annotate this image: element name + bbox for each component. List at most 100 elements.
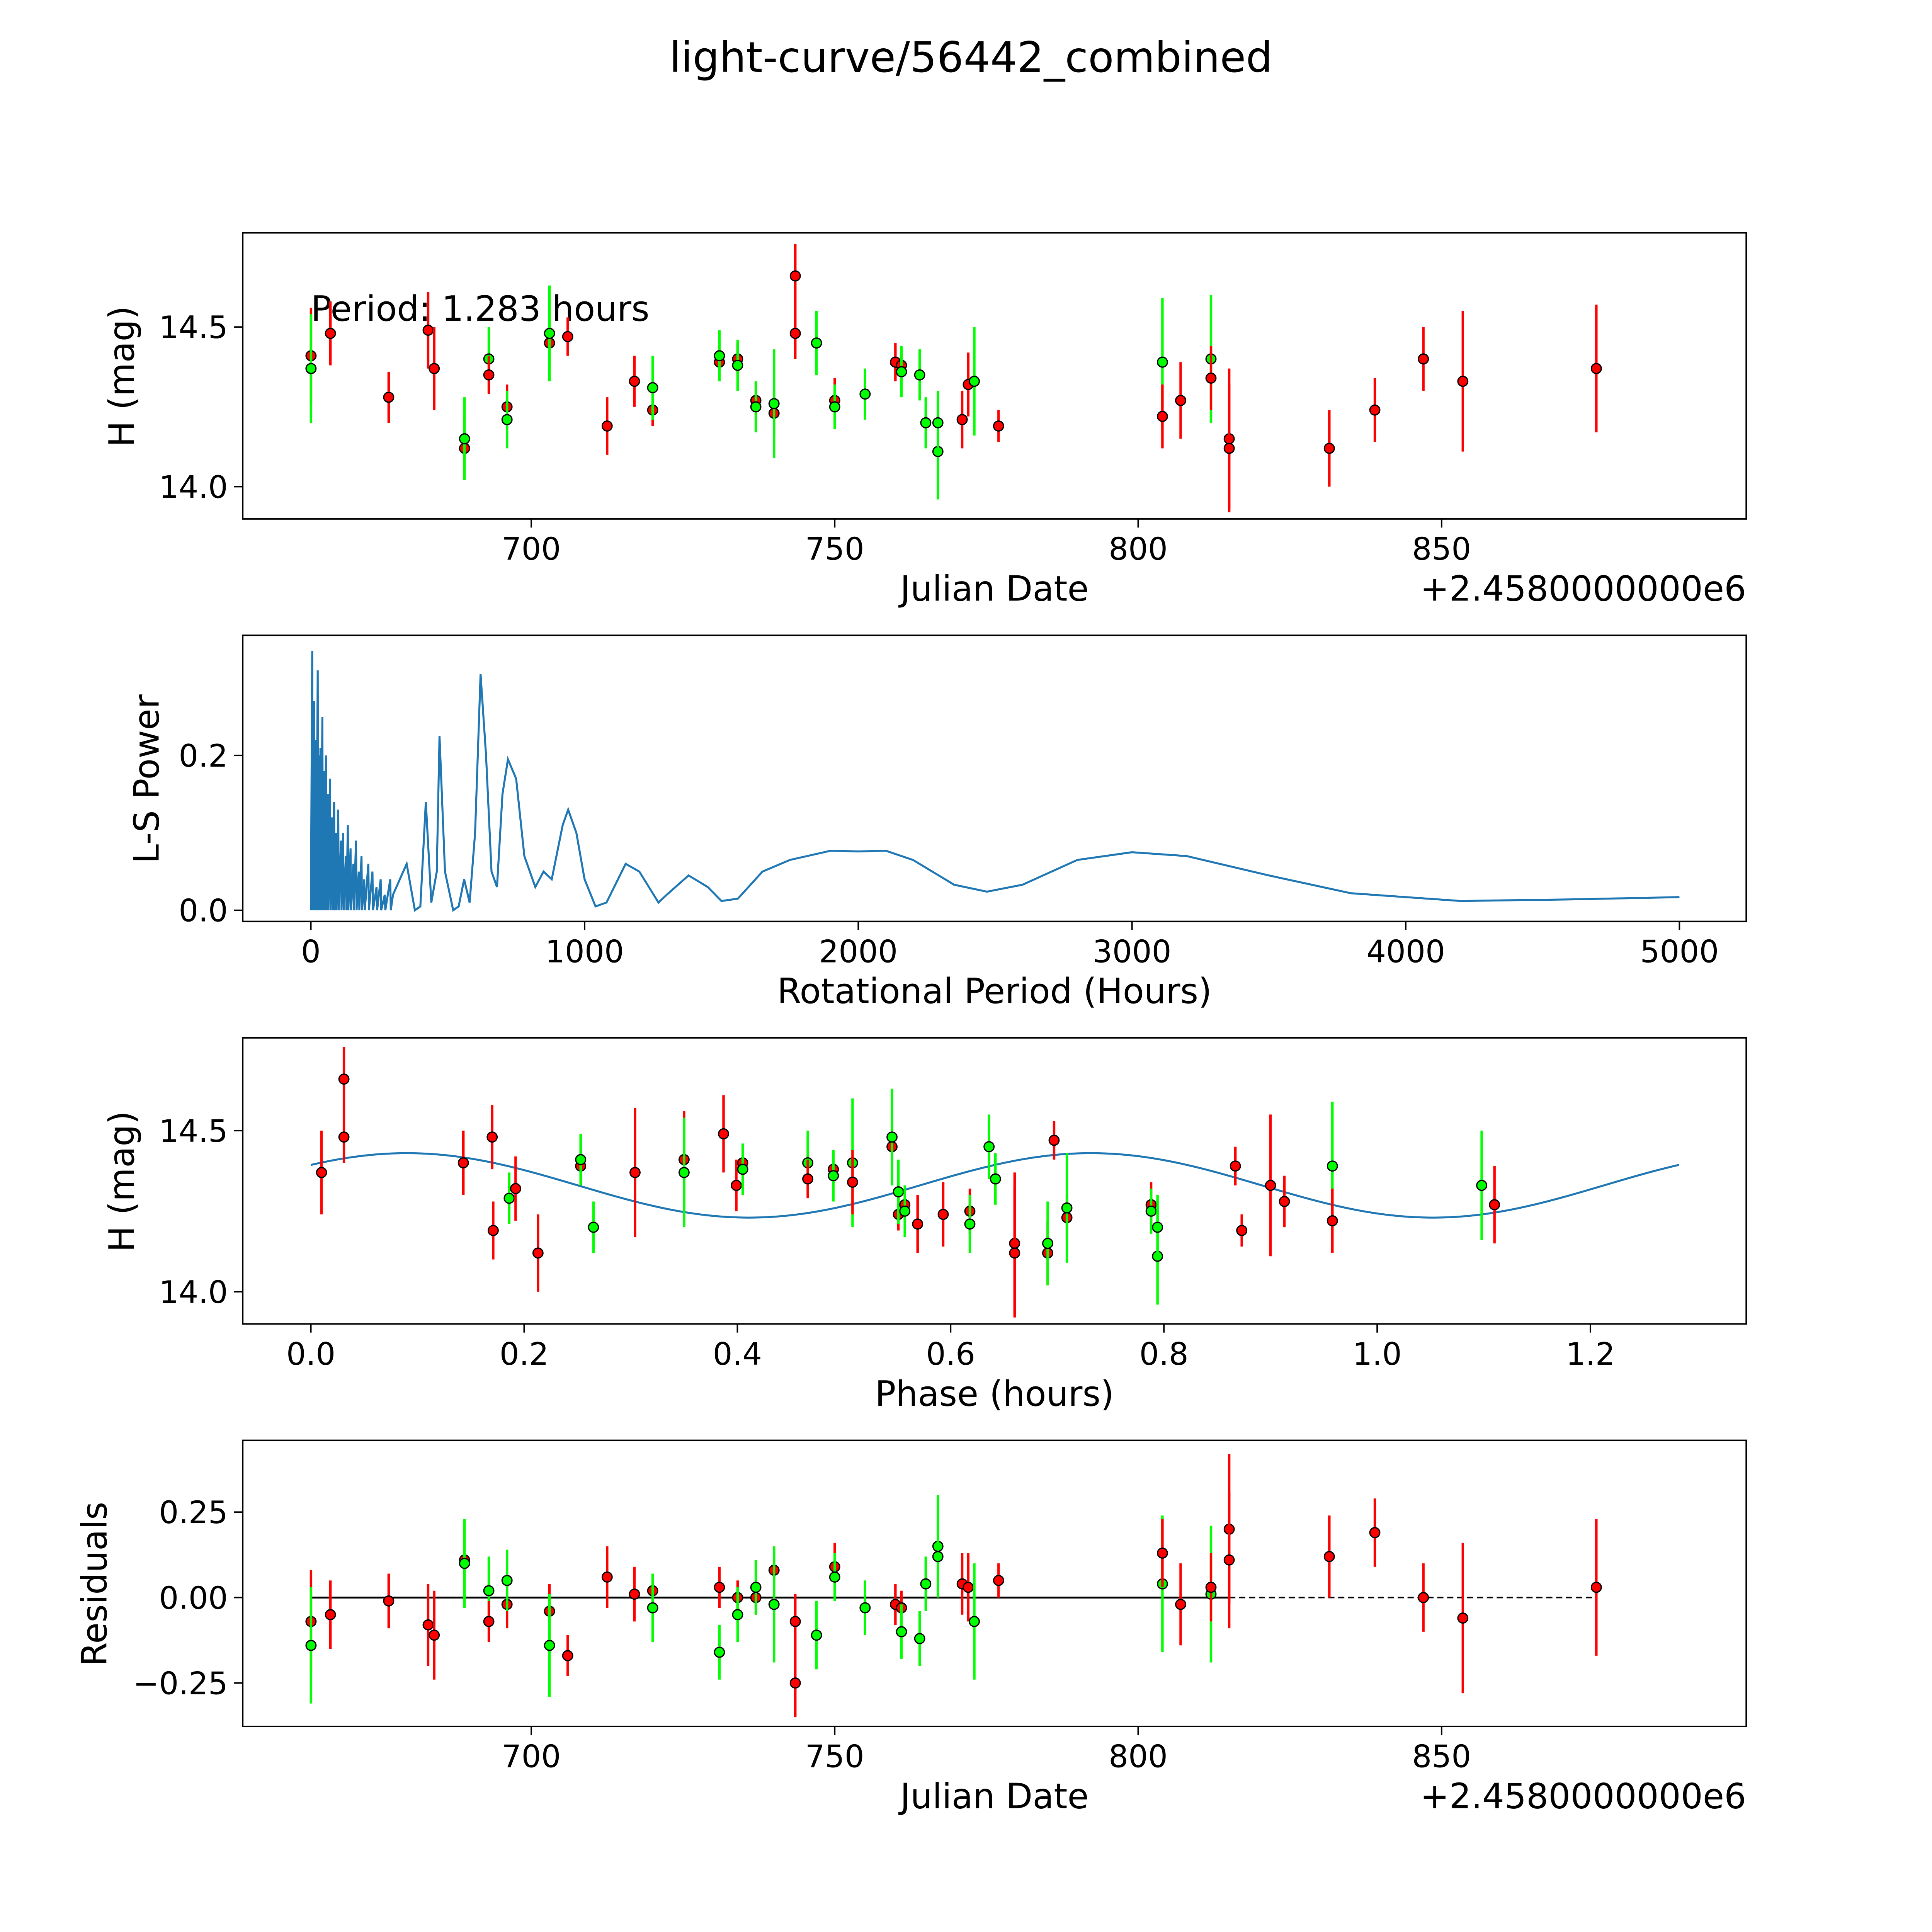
y-tick-label: 0.00 [159, 1580, 228, 1616]
periodogram-line [310, 651, 1680, 912]
x-tick-label: 1.0 [1352, 1336, 1401, 1372]
data-point [828, 1170, 839, 1182]
x-tick-label: 700 [502, 531, 561, 567]
data-point [1156, 1548, 1168, 1559]
data-point [383, 391, 395, 403]
data-point [956, 414, 968, 425]
figure-title: light-curve/56442_combined [669, 33, 1272, 82]
data-point [896, 1626, 907, 1638]
data-point [714, 350, 725, 362]
x-tick-label: 800 [1109, 531, 1168, 567]
data-point [325, 1609, 336, 1621]
x-tick-label: 750 [805, 531, 864, 567]
axes-frame [242, 232, 1747, 520]
x-offset-label: +2.4580000000e6 [1420, 1776, 1746, 1816]
data-point [422, 325, 434, 336]
axes-periodogram: 0 1000 2000 3000 4000 5000 0.0 0.2 [179, 738, 1719, 969]
data-point [920, 417, 932, 429]
data-point [847, 1177, 858, 1188]
data-point [501, 1575, 513, 1586]
data-point [1369, 1527, 1381, 1538]
data-point [920, 1578, 932, 1590]
data-point [532, 1247, 544, 1259]
data-point [829, 1571, 840, 1583]
x-tick-label: 0.2 [500, 1336, 549, 1372]
data-point [338, 1073, 350, 1085]
data-point [588, 1221, 599, 1233]
period-annotation: Period: 1.283 hours [311, 289, 649, 329]
data-point [1323, 1551, 1335, 1562]
x-tick-label: 0.6 [926, 1336, 975, 1372]
data-point [993, 420, 1004, 432]
data-point [768, 398, 780, 410]
data-point [325, 328, 336, 339]
data-point [1042, 1238, 1053, 1249]
y-axis-label: Residuals [75, 1502, 115, 1666]
data-point [750, 1582, 762, 1593]
data-point [483, 1616, 495, 1627]
y-tick-label: 0.25 [159, 1495, 228, 1531]
panel-periodogram: Rotational Period (Hours) L-S Power [127, 694, 1212, 1012]
y-axis-label: L-S Power [127, 694, 167, 864]
data-point [937, 1209, 949, 1220]
data-point [886, 1131, 898, 1143]
data-point [912, 1218, 923, 1230]
data-point [305, 363, 317, 374]
data-point [488, 1225, 499, 1236]
data-point [811, 1629, 822, 1641]
data-point [457, 1157, 469, 1168]
x-axis-label: Phase (hours) [875, 1374, 1114, 1414]
x-tick-label: 0.0 [286, 1336, 335, 1372]
x-axis-label: Julian Date [898, 569, 1089, 609]
data-point [338, 1131, 350, 1143]
x-tick-label: 850 [1412, 531, 1471, 567]
x-tick-label: 2000 [819, 934, 898, 969]
data-point [1205, 372, 1217, 384]
data-point [629, 1167, 641, 1178]
data-point [1327, 1215, 1338, 1226]
x-axis-label: Julian Date [898, 1776, 1089, 1816]
axes-frame [242, 1439, 1747, 1727]
data-point [562, 331, 573, 342]
data-point [562, 1650, 573, 1662]
data-point [969, 1616, 980, 1627]
data-point [789, 1616, 801, 1627]
data-point [647, 382, 658, 393]
data-point [459, 433, 470, 444]
data-point [983, 1141, 995, 1153]
axes-frame [242, 1037, 1747, 1325]
data-point [1175, 395, 1186, 406]
data-point [1265, 1180, 1276, 1191]
data-point [486, 1131, 498, 1143]
data-point [544, 328, 555, 339]
data-point [1205, 1582, 1217, 1593]
data-point [811, 337, 822, 349]
data-point [1418, 1592, 1429, 1603]
data-point [731, 1180, 742, 1191]
data-point [789, 328, 801, 339]
data-point [1476, 1180, 1487, 1191]
data-point [1156, 356, 1168, 368]
data-point [575, 1154, 587, 1165]
data-point [714, 1582, 725, 1593]
data-point [647, 1602, 658, 1614]
data-point [896, 366, 907, 378]
data-point [510, 1183, 521, 1194]
data-point [429, 363, 440, 374]
data-point [422, 1619, 434, 1631]
data-point [1279, 1196, 1290, 1207]
data-point [629, 376, 640, 387]
data-point [768, 1599, 780, 1610]
data-point [459, 1558, 470, 1569]
data-point [429, 1629, 440, 1641]
data-point [737, 1163, 748, 1175]
y-tick-label: 14.0 [159, 469, 228, 505]
panel-phased: Phase (hours) H (mag) [102, 1111, 1114, 1414]
chart-marks: 700 750 800 850 14.0 14.5 0 1000 2000 3000 4000 500… [133, 232, 1747, 1775]
data-point [1061, 1202, 1073, 1214]
y-tick-label: 0.2 [179, 738, 228, 774]
data-point [1156, 411, 1168, 422]
data-point [1152, 1221, 1163, 1233]
x-tick-label: 4000 [1366, 934, 1445, 969]
